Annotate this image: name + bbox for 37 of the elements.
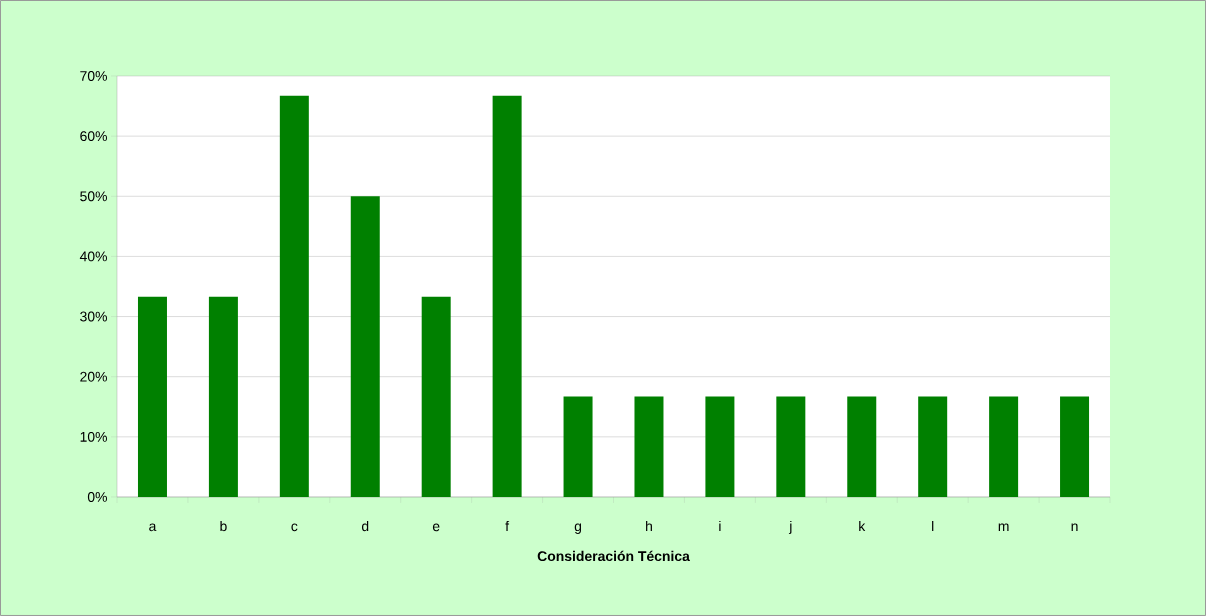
bar: [421, 296, 451, 497]
bar: [137, 296, 167, 497]
x-tick-label: a: [149, 523, 157, 532]
bar: [208, 296, 238, 497]
bar: [776, 396, 806, 497]
x-tick-label: m: [998, 523, 1009, 531]
x-tick-label: l: [932, 520, 934, 531]
x-tick-label: b: [220, 520, 227, 532]
bar: [918, 396, 948, 497]
x-axis-title: Consideración Técnica: [537, 550, 690, 562]
bar: [350, 196, 380, 497]
x-tick-label: h: [646, 520, 652, 531]
y-tick-label: 50%: [80, 191, 107, 202]
x-tick-label: g: [574, 523, 582, 534]
y-tick-label: 70%: [80, 71, 107, 81]
y-tick-label: 30%: [80, 311, 107, 322]
bar: [847, 396, 877, 497]
x-tick-label: k: [859, 520, 866, 531]
x-tick-label: n: [1071, 523, 1078, 531]
y-tick-label: 0%: [87, 492, 107, 502]
x-tick-label: d: [361, 520, 369, 532]
bar: [989, 396, 1019, 497]
x-tick-label: j: [788, 520, 792, 534]
x-tick-label: f: [505, 520, 510, 531]
y-tick-label: 40%: [79, 251, 107, 262]
bar: [705, 396, 735, 497]
y-tick-label: 60%: [80, 131, 107, 142]
bar: [634, 396, 664, 497]
y-tick-label: 10%: [80, 431, 107, 442]
bar: [563, 396, 593, 497]
bar: [279, 95, 309, 497]
bar: [492, 95, 522, 497]
x-tick-label: e: [432, 523, 440, 532]
bar: [1060, 396, 1090, 497]
x-tick-label: i: [719, 520, 721, 531]
y-tick-label: 20%: [80, 371, 107, 382]
x-tick-label: c: [291, 523, 298, 532]
